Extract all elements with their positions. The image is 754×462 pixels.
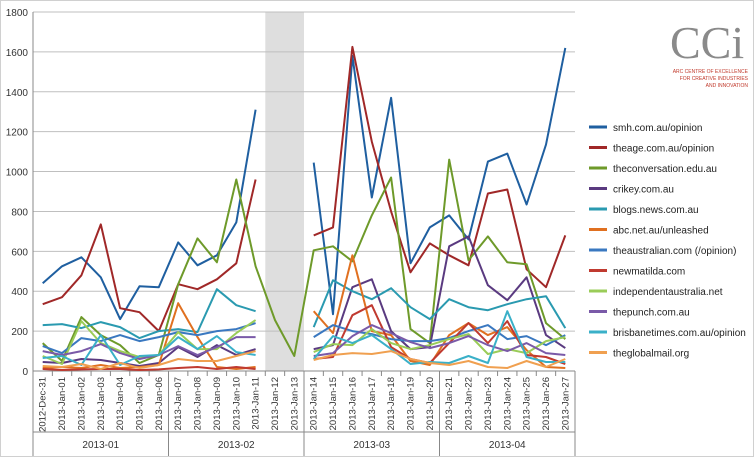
x-tick-label: 2013-Jan-18 (386, 377, 397, 430)
x-tick-label: 2013-Jan-15 (328, 377, 339, 430)
x-tick-label: 2013-Jan-26 (541, 377, 552, 430)
x-tick-label: 2013-Jan-04 (115, 377, 126, 430)
y-tick-label: 200 (11, 327, 28, 338)
legend-label: theglobalmail.org (613, 349, 689, 360)
group-label: 2013-02 (218, 440, 255, 451)
x-tick-label: 2013-Jan-23 (483, 377, 494, 430)
legend-label: newmatilda.com (613, 267, 685, 278)
logo-text: ARC CENTRE OF EXCELLENCE (673, 69, 749, 75)
y-tick-label: 1800 (6, 8, 29, 19)
shaded-range (265, 12, 304, 371)
x-tick-label: 2013-Jan-22 (464, 377, 475, 430)
x-tick-label: 2013-Jan-27 (560, 377, 571, 430)
legend-label: theage.com.au/opinion (613, 144, 714, 155)
legend-label: thepunch.com.au (613, 308, 690, 319)
x-tick-label: 2013-Jan-01 (57, 377, 68, 430)
group-label: 2013-01 (82, 440, 119, 451)
x-tick-label: 2013-Jan-24 (502, 377, 513, 430)
logo-text: FOR CREATIVE INDUSTRIES (680, 76, 749, 82)
legend-label: abc.net.au/unleashed (613, 226, 709, 237)
x-tick-label: 2013-Jan-14 (309, 377, 320, 430)
x-tick-label: 2013-Jan-13 (289, 377, 300, 430)
legend-label: theaustralian.com (/opinion) (613, 246, 736, 257)
group-label: 2013-04 (489, 440, 526, 451)
legend-label: independentaustralia.net (613, 287, 723, 298)
y-tick-label: 1200 (6, 128, 29, 139)
x-tick-label: 2013-Jan-11 (251, 377, 262, 430)
y-tick-label: 0 (22, 367, 28, 378)
x-tick-label: 2013-Jan-08 (193, 377, 204, 430)
x-tick-label: 2013-Jan-21 (444, 377, 455, 430)
x-tick-label: 2013-Jan-16 (347, 377, 358, 430)
x-tick-label: 2013-Jan-10 (231, 377, 242, 430)
x-tick-label: 2013-Jan-25 (522, 377, 533, 430)
legend-label: brisbanetimes.com.au/opinion (613, 328, 746, 339)
logo-mark: CCi (670, 17, 744, 68)
x-tick-label: 2013-Jan-17 (367, 377, 378, 430)
y-tick-label: 1400 (6, 88, 29, 99)
x-tick-label: 2013-Jan-03 (96, 377, 107, 430)
y-tick-label: 1000 (6, 168, 29, 179)
legend-label: smh.com.au/opinion (613, 123, 703, 134)
logo-text: AND INNOVATION (706, 83, 749, 89)
x-tick-label: 2013-Jan-09 (212, 377, 223, 430)
x-tick-label: 2013-Jan-19 (405, 377, 416, 430)
x-tick-label: 2013-Jan-05 (134, 377, 145, 430)
y-tick-label: 800 (11, 207, 28, 218)
group-label: 2013-03 (353, 440, 390, 451)
legend-label: crikey.com.au (613, 185, 674, 196)
y-tick-label: 1600 (6, 48, 29, 59)
x-tick-label: 2012-Dec-31 (38, 377, 49, 432)
x-tick-label: 2013-Jan-12 (270, 377, 281, 430)
x-tick-label: 2013-Jan-02 (76, 377, 87, 430)
y-tick-label: 600 (11, 247, 28, 258)
legend-label: blogs.news.com.au (613, 205, 699, 216)
x-tick-label: 2013-Jan-06 (154, 377, 165, 430)
y-tick-label: 400 (11, 287, 28, 298)
legend-label: theconversation.edu.au (613, 164, 717, 175)
x-tick-label: 2013-Jan-07 (173, 377, 184, 430)
x-tick-label: 2013-Jan-20 (425, 377, 436, 430)
